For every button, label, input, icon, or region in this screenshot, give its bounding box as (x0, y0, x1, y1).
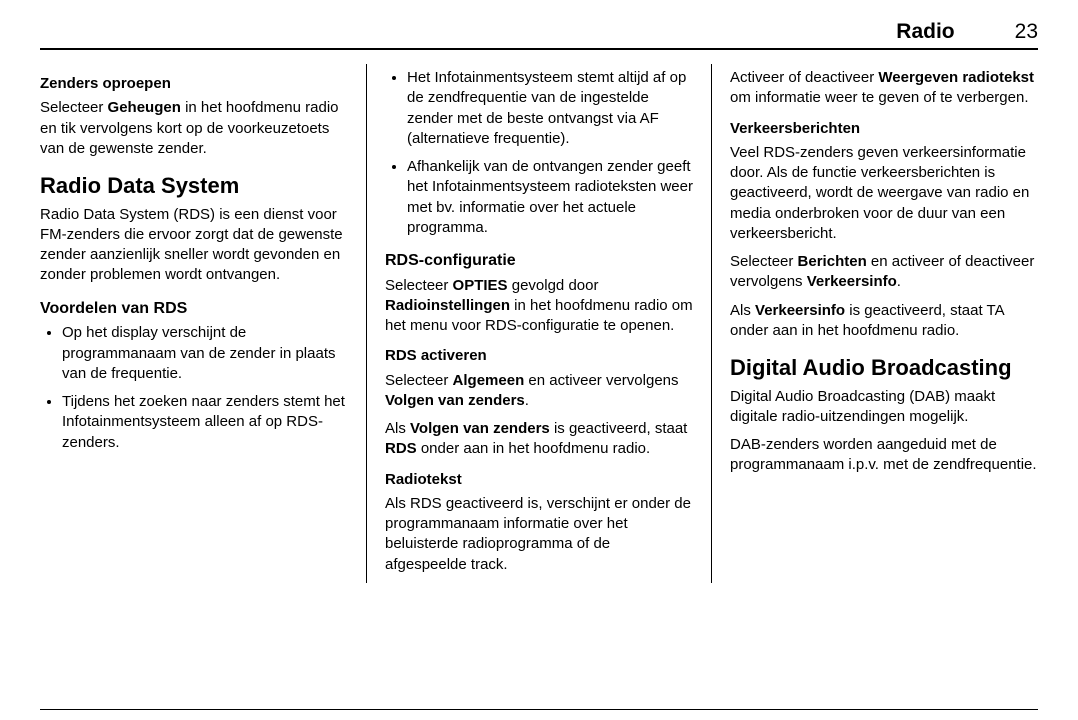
para-dab-2: DAB-zenders worden aangeduid met de prog… (730, 435, 1038, 476)
heading-rds: Radio Data System (40, 171, 348, 201)
text: gevolgd door (508, 277, 599, 294)
para-verkeer: Veel RDS-zenders geven verkeersinformati… (730, 143, 1038, 244)
text: onder aan in het hoofdmenu radio. (417, 440, 651, 457)
page-header: Radio 23 (40, 20, 1038, 50)
bold-volgen-2: Volgen van zenders (410, 420, 550, 437)
para-zenders: Selecteer Geheugen in het hoofdmenu radi… (40, 98, 348, 159)
list-item: Op het display verschijnt de programmana… (62, 323, 348, 384)
text: . (897, 273, 901, 290)
bold-weergeven-radiotekst: Weergeven radiotekst (878, 69, 1034, 86)
heading-radiotekst: Radiotekst (385, 470, 693, 490)
header-section: Radio (896, 20, 954, 44)
para-berichten: Selecteer Berichten en activeer of deact… (730, 252, 1038, 293)
bold-verkeersinfo: Verkeersinfo (807, 273, 897, 290)
bold-rds: RDS (385, 440, 417, 457)
columns: Zenders oproepen Selecteer Geheugen in h… (40, 64, 1038, 583)
heading-dab: Digital Audio Broadcasting (730, 353, 1038, 383)
text: is geactiveerd, staat (550, 420, 688, 437)
text: Selecteer (40, 99, 108, 116)
heading-verkeersberichten: Verkeersberichten (730, 119, 1038, 139)
text: Selecteer (730, 253, 798, 270)
header-page-number: 23 (1015, 20, 1038, 44)
bold-berichten: Berichten (798, 253, 867, 270)
para-dab-1: Digital Audio Broadcasting (DAB) maakt d… (730, 387, 1038, 428)
bold-volgen: Volgen van zenders (385, 392, 525, 409)
para-weergeven: Activeer of deactiveer Weergeven radiote… (730, 68, 1038, 109)
text: Activeer of deactiveer (730, 69, 878, 86)
page: Radio 23 Zenders oproepen Selecteer Gehe… (0, 0, 1078, 720)
para-rds: Radio Data System (RDS) is een dienst vo… (40, 205, 348, 286)
column-3: Activeer of deactiveer Weergeven radiote… (711, 64, 1038, 583)
para-radiotekst: Als RDS geactiveerd is, verschijnt er on… (385, 494, 693, 575)
bold-verkeersinfo-2: Verkeersinfo (755, 302, 845, 319)
bold-opties: OPTIES (453, 277, 508, 294)
text: . (525, 392, 529, 409)
text: Als (385, 420, 410, 437)
list-continuation: Het Infotainmentsysteem stemt altijd af … (385, 68, 693, 238)
list-voordelen: Op het display verschijnt de programmana… (40, 323, 348, 453)
para-rds-activeren-2: Als Volgen van zenders is geactiveerd, s… (385, 419, 693, 460)
para-rds-activeren-1: Selecteer Algemeen en activeer vervolgen… (385, 371, 693, 412)
text: om informatie weer te geven of te verber… (730, 89, 1029, 106)
text: Selecteer (385, 372, 453, 389)
column-2: Het Infotainmentsysteem stemt altijd af … (366, 64, 711, 583)
text: en activeer vervolgens (524, 372, 678, 389)
text: Als (730, 302, 755, 319)
heading-voordelen: Voordelen van RDS (40, 298, 348, 320)
column-1: Zenders oproepen Selecteer Geheugen in h… (40, 64, 366, 583)
heading-rds-activeren: RDS activeren (385, 346, 693, 366)
list-item: Tijdens het zoeken naar zenders stemt he… (62, 392, 348, 453)
bold-algemeen: Algemeen (453, 372, 525, 389)
heading-rds-config: RDS-configuratie (385, 250, 693, 272)
para-ta: Als Verkeersinfo is geactiveerd, staat T… (730, 301, 1038, 342)
bold-geheugen: Geheugen (108, 99, 181, 116)
list-item: Het Infotainmentsysteem stemt altijd af … (407, 68, 693, 149)
footer-rule (40, 709, 1038, 710)
text: Selecteer (385, 277, 453, 294)
heading-zenders-oproepen: Zenders oproepen (40, 74, 348, 94)
bold-radioinstellingen: Radioinstellingen (385, 297, 510, 314)
list-item: Afhankelijk van de ontvangen zender geef… (407, 157, 693, 238)
para-rds-config: Selecteer OPTIES gevolgd door Radioinste… (385, 276, 693, 337)
